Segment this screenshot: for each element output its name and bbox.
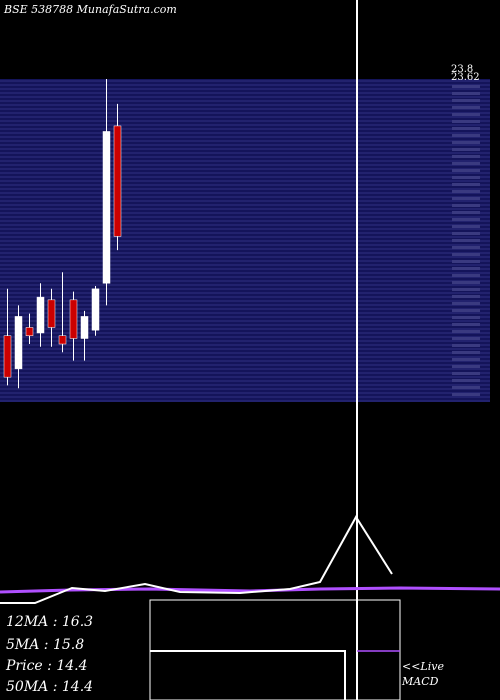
scale-mark: [452, 134, 480, 137]
scale-mark: [452, 148, 480, 151]
candle-body: [113, 125, 122, 237]
scale-mark: [452, 120, 480, 123]
stat-12ma: 12MA : 16.3: [6, 614, 94, 630]
scale-mark: [452, 295, 480, 298]
scale-mark: [452, 330, 480, 333]
scale-mark: [452, 204, 480, 207]
candle-body: [14, 316, 23, 370]
price-label: 23.8: [451, 64, 473, 75]
scale-mark: [452, 386, 480, 389]
price-band: [0, 79, 490, 402]
scale-mark: [452, 92, 480, 95]
scale-mark: [452, 155, 480, 158]
scale-mark: [452, 267, 480, 270]
candle-body: [36, 296, 45, 334]
scale-mark: [452, 141, 480, 144]
scale-mark: [452, 372, 480, 375]
scale-mark: [452, 246, 480, 249]
scale-mark: [452, 218, 480, 221]
scale-mark: [452, 337, 480, 340]
scale-mark: [452, 365, 480, 368]
scale-mark: [452, 351, 480, 354]
scale-mark: [452, 113, 480, 116]
scale-mark: [452, 183, 480, 186]
price-label: 23.62: [451, 72, 480, 83]
scale-mark: [452, 260, 480, 263]
scale-mark: [452, 393, 480, 396]
candle-body: [102, 131, 111, 284]
scale-mark: [452, 316, 480, 319]
scale-mark: [452, 176, 480, 179]
macd-label-live: <<Live: [402, 660, 444, 673]
ma-line: [0, 586, 500, 594]
candle-body: [80, 316, 89, 339]
scale-mark: [452, 344, 480, 347]
scale-mark: [452, 99, 480, 102]
scale-mark: [452, 239, 480, 242]
scale-mark: [452, 253, 480, 256]
scale-mark: [452, 232, 480, 235]
scale-mark: [452, 190, 480, 193]
indicator-line: [0, 515, 393, 604]
scale-mark: [452, 302, 480, 305]
stat-50ma: 50MA : 14.4: [6, 679, 94, 695]
scale-mark: [452, 309, 480, 312]
scale-mark: [452, 85, 480, 88]
scale-mark: [452, 379, 480, 382]
scale-mark: [452, 106, 480, 109]
scale-mark: [452, 288, 480, 291]
scale-mark: [452, 358, 480, 361]
macd-line: [150, 650, 346, 700]
macd-label-macd: MACD: [402, 675, 439, 688]
scale-mark: [452, 162, 480, 165]
scale-mark: [452, 225, 480, 228]
candle-body: [3, 335, 12, 378]
scale-mark: [452, 323, 480, 326]
scale-mark: [452, 169, 480, 172]
scale-mark: [452, 281, 480, 284]
scale-mark: [452, 211, 480, 214]
scale-mark: [452, 274, 480, 277]
candles: [3, 79, 122, 389]
candle-body: [91, 288, 100, 331]
candle-body: [58, 335, 67, 345]
scale-mark: [452, 197, 480, 200]
price-labels: 23.823.62: [451, 64, 480, 396]
candle-body: [25, 327, 34, 336]
stat-price: Price : 14.4: [6, 658, 88, 674]
candle-body: [47, 299, 56, 328]
stat-5ma: 5MA : 15.8: [6, 637, 85, 653]
candle-body: [69, 299, 78, 339]
chart-title: BSE 538788 MunafaSutra.com: [4, 3, 177, 16]
scale-mark: [452, 127, 480, 130]
